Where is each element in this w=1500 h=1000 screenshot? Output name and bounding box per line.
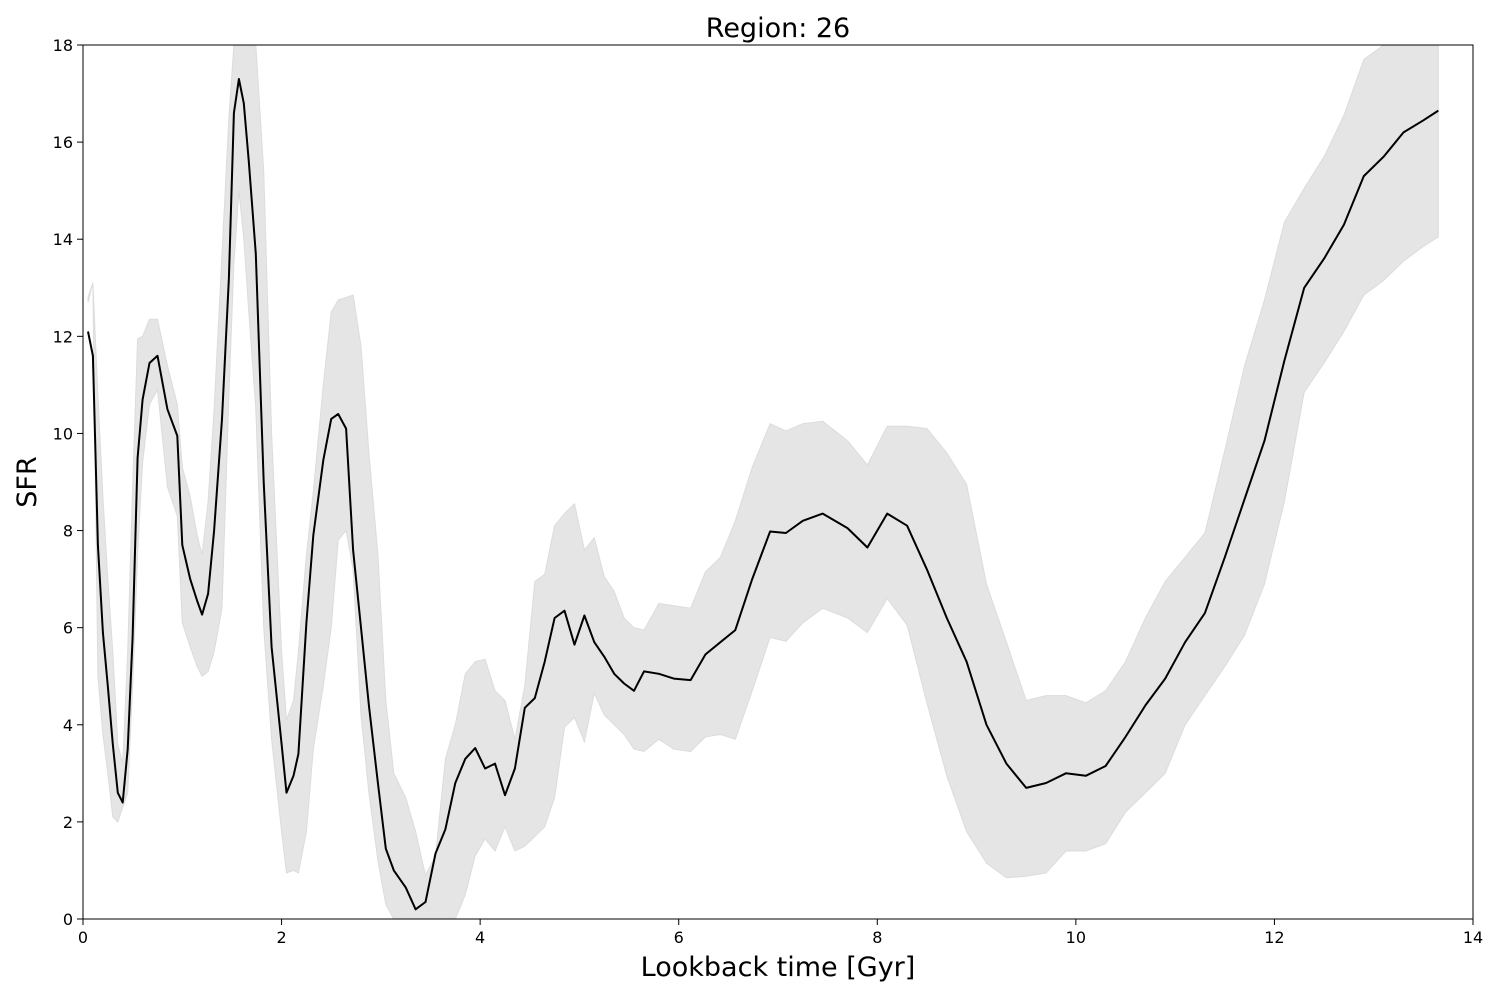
x-tick-label: 6 [674,928,684,947]
x-axis: 0 2 4 6 8 10 12 14 [78,919,1483,947]
y-tick-label: 8 [63,522,73,541]
y-tick-label: 0 [63,910,73,929]
y-tick-label: 6 [63,619,73,638]
x-axis-label: Lookback time [Gyr] [641,952,916,983]
sfr-median-line [87,78,1439,911]
x-tick-label: 4 [475,928,485,947]
x-tick-label: 14 [1463,928,1483,947]
y-axis-label: SFR [12,456,43,507]
x-tick-label: 2 [276,928,286,947]
chart-title: Region: 26 [706,13,850,44]
axes-frame [82,44,1474,920]
y-axis: 0 2 4 6 8 10 12 14 16 18 [53,36,83,929]
x-tick-label: 10 [1066,928,1086,947]
y-tick-label: 10 [53,424,73,443]
x-tick-label: 0 [78,928,88,947]
plot-area [87,44,1439,920]
x-tick-label: 8 [872,928,882,947]
confidence-band [87,44,1439,920]
y-tick-label: 4 [63,716,73,735]
y-tick-label: 18 [53,36,73,55]
y-tick-label: 2 [63,813,73,832]
x-tick-label: 12 [1264,928,1284,947]
y-tick-label: 12 [53,327,73,346]
y-tick-label: 14 [53,230,73,249]
y-tick-label: 16 [53,133,73,152]
